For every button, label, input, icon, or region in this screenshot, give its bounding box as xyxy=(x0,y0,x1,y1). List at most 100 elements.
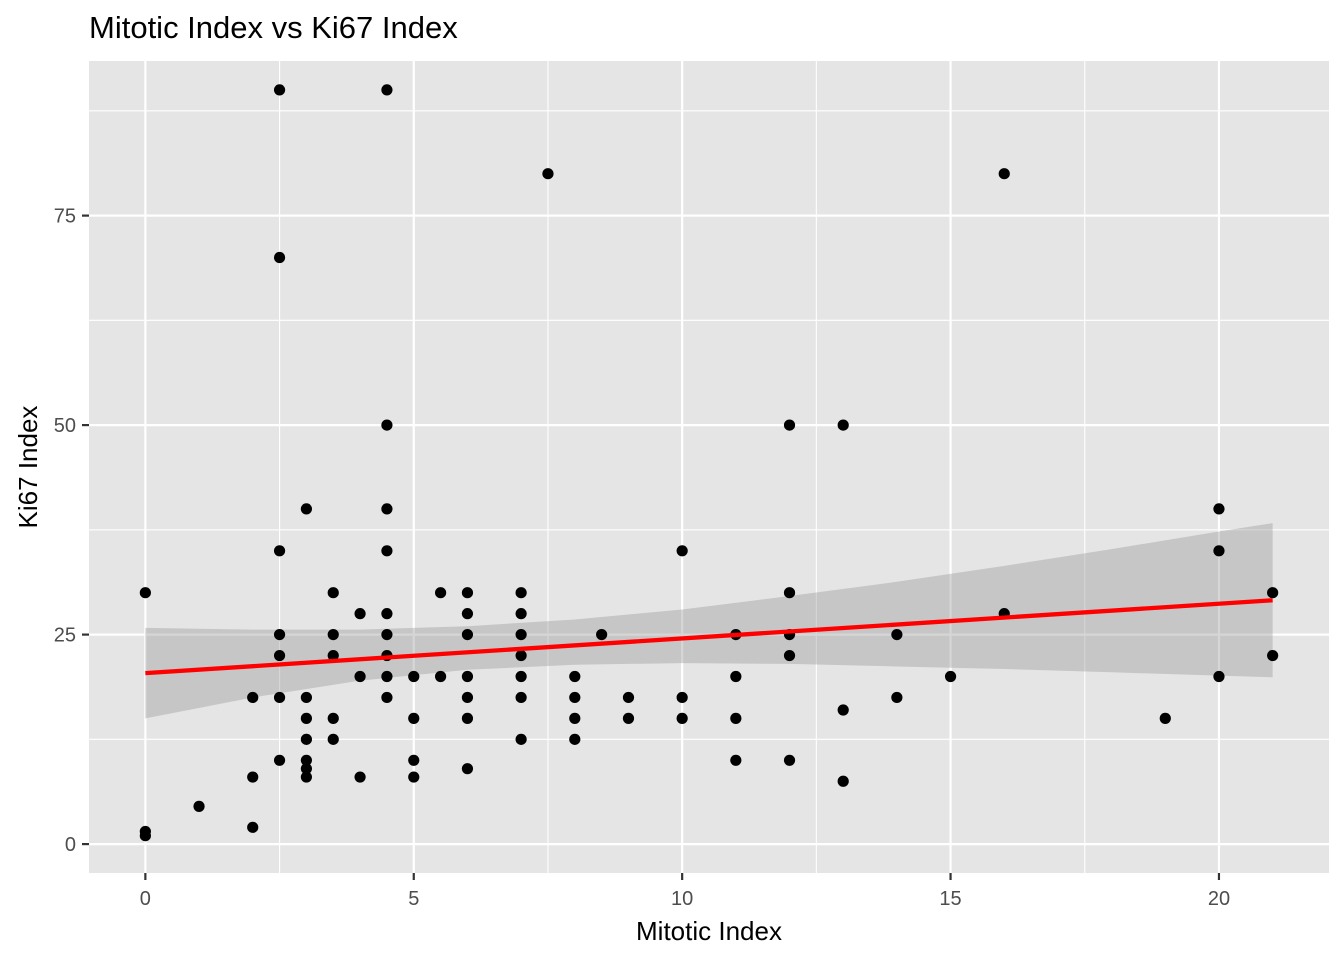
data-point xyxy=(273,649,286,662)
x-tick-label: 10 xyxy=(671,888,693,910)
data-point xyxy=(676,545,688,557)
data-point xyxy=(273,84,286,96)
x-tick-label: 5 xyxy=(408,888,419,910)
y-tick-label: 25 xyxy=(54,625,76,647)
y-tick-label: 50 xyxy=(54,415,76,437)
data-point xyxy=(1213,503,1225,515)
data-point xyxy=(783,754,796,766)
data-point xyxy=(569,712,581,724)
chart-title: Mitotic Index vs Ki67 Index xyxy=(89,10,458,45)
data-point xyxy=(408,670,420,683)
data-point xyxy=(676,691,688,704)
data-point xyxy=(381,419,393,431)
data-point xyxy=(837,704,849,716)
data-point xyxy=(515,608,527,620)
data-point xyxy=(622,691,635,704)
data-point xyxy=(730,670,742,683)
data-point xyxy=(354,670,366,683)
data-point xyxy=(569,670,581,683)
data-point xyxy=(515,691,527,704)
x-tick-label: 20 xyxy=(1208,888,1230,910)
data-point xyxy=(273,251,286,264)
data-point xyxy=(461,608,474,620)
data-point xyxy=(381,670,393,683)
data-point xyxy=(837,775,849,787)
data-point xyxy=(435,587,447,599)
data-point xyxy=(515,733,527,745)
data-point xyxy=(247,771,259,783)
data-point xyxy=(1213,670,1225,683)
data-point xyxy=(300,754,312,766)
data-point xyxy=(408,712,420,724)
data-point xyxy=(515,629,527,641)
data-point xyxy=(300,712,312,724)
data-point xyxy=(247,821,259,833)
data-point xyxy=(381,545,393,557)
data-point xyxy=(300,771,312,783)
data-point xyxy=(461,763,474,775)
x-tick-label: 0 xyxy=(140,888,151,910)
points-layer xyxy=(139,84,1279,842)
data-point xyxy=(730,712,742,724)
data-point xyxy=(730,754,742,766)
data-point xyxy=(193,800,205,812)
data-point xyxy=(300,503,312,515)
data-point xyxy=(327,733,339,745)
data-point xyxy=(408,754,420,766)
data-point xyxy=(1159,712,1171,724)
data-point xyxy=(783,419,796,431)
y-axis: 0 25 50 75 xyxy=(54,206,89,856)
data-point xyxy=(381,84,393,96)
data-point xyxy=(381,608,393,620)
data-point xyxy=(676,712,688,724)
panel-background xyxy=(89,61,1329,873)
data-point xyxy=(247,691,259,704)
data-point xyxy=(783,649,796,662)
data-point xyxy=(408,771,420,783)
x-axis-title: Mitotic Index xyxy=(636,916,782,946)
data-point xyxy=(327,629,339,641)
data-point xyxy=(622,712,635,724)
data-point xyxy=(461,691,474,704)
data-point xyxy=(435,670,447,683)
data-point xyxy=(300,733,312,745)
data-point xyxy=(354,608,366,620)
data-point xyxy=(515,649,527,662)
data-point xyxy=(783,587,796,599)
x-axis: 0 5 10 15 20 xyxy=(140,873,1230,910)
data-point xyxy=(461,670,474,683)
y-axis-title: Ki67 Index xyxy=(13,406,43,529)
data-point xyxy=(461,712,474,724)
data-point xyxy=(569,733,581,745)
data-point xyxy=(1213,545,1225,557)
data-point xyxy=(515,587,527,599)
data-point xyxy=(381,503,393,515)
confidence-band-layer xyxy=(145,523,1273,719)
data-point xyxy=(944,670,957,683)
data-point xyxy=(542,168,554,180)
fit-line-layer xyxy=(145,598,1273,676)
data-point xyxy=(381,691,393,704)
y-tick-label: 0 xyxy=(65,834,76,856)
minor-gridlines xyxy=(89,61,1329,873)
data-point xyxy=(273,545,286,557)
data-point xyxy=(273,754,286,766)
data-point xyxy=(327,649,339,662)
data-point xyxy=(300,691,312,704)
data-point xyxy=(381,629,393,641)
data-point xyxy=(891,691,903,704)
data-point xyxy=(461,629,474,641)
data-point xyxy=(139,587,151,599)
data-point xyxy=(998,168,1010,180)
data-point xyxy=(515,670,527,683)
data-point xyxy=(596,629,608,641)
data-point xyxy=(300,763,312,775)
data-point xyxy=(273,629,286,641)
data-point xyxy=(327,587,339,599)
y-tick-label: 75 xyxy=(54,206,76,228)
data-point xyxy=(837,419,849,431)
data-point xyxy=(461,587,474,599)
data-point xyxy=(1267,649,1279,662)
